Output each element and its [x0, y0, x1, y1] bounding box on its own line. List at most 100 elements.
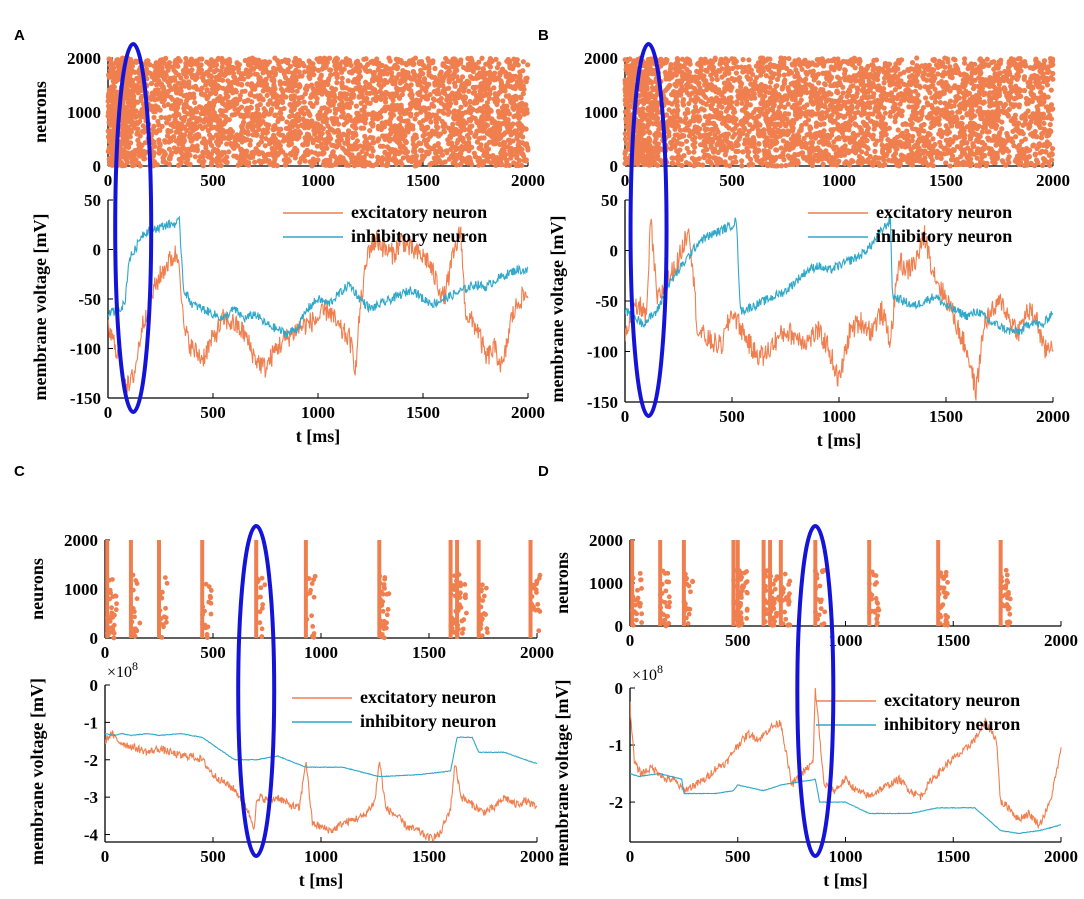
spike-dot	[326, 76, 332, 82]
spike-dot	[390, 147, 396, 153]
spike-dot	[279, 99, 286, 106]
spike-dot	[480, 83, 486, 90]
spike-dot	[236, 106, 242, 112]
spike-dot	[396, 103, 402, 110]
raster-y-label-A: neurons	[30, 81, 50, 143]
spike-dot	[483, 144, 489, 150]
spike-dot	[432, 82, 438, 88]
spike-dot	[203, 82, 209, 88]
spike-dot	[233, 100, 240, 107]
spike-dot	[329, 142, 335, 148]
spike-dot	[198, 111, 204, 117]
spike-dot	[492, 75, 498, 81]
spike-dot	[149, 90, 155, 96]
spike-dot	[466, 135, 472, 141]
spike-dot	[285, 69, 292, 75]
spike-dot	[432, 157, 438, 163]
spike-dot	[105, 98, 111, 104]
spike-dot	[345, 138, 351, 144]
spike-dot	[162, 139, 168, 145]
spike-dot	[387, 58, 393, 64]
spike-dot	[397, 136, 403, 142]
spike-dot	[424, 84, 430, 90]
spike-dot	[523, 109, 529, 115]
spike-dot	[135, 90, 141, 96]
spike-dot	[254, 113, 260, 120]
spike-dot	[244, 153, 250, 159]
spike-dot	[214, 159, 220, 165]
spike-dot	[441, 121, 448, 127]
spike-dot	[453, 144, 459, 150]
y-tick-label: 2000	[67, 49, 101, 68]
spike-dot	[250, 111, 256, 118]
spike-dot	[363, 151, 370, 157]
spike-dot	[274, 93, 280, 99]
spike-dot	[326, 135, 333, 141]
spike-dot	[236, 61, 243, 68]
spike-dot	[518, 85, 525, 92]
spike-dots	[622, 55, 1056, 169]
spike-dot	[248, 105, 254, 111]
spike-dot	[370, 139, 376, 145]
spike-dot	[220, 77, 226, 83]
spike-dot	[161, 149, 167, 155]
spike-dot	[107, 122, 114, 128]
spike-dot	[147, 62, 153, 68]
spike-dot	[277, 81, 284, 87]
spike-dot	[192, 154, 198, 160]
spike-dot	[263, 130, 269, 136]
spike-dot	[417, 147, 424, 154]
spike-dot	[293, 77, 299, 83]
spike-dot	[369, 145, 375, 151]
spike-dot	[368, 84, 374, 90]
spike-dot	[137, 163, 143, 169]
spike-dot	[393, 85, 400, 91]
spike-dot	[394, 66, 400, 72]
spike-dot	[465, 55, 471, 62]
spike-dot	[507, 96, 513, 102]
spike-dot	[331, 129, 338, 135]
spike-dot	[352, 121, 358, 127]
spike-dot	[229, 142, 235, 148]
spike-dot	[202, 124, 208, 130]
spike-dot	[168, 94, 174, 100]
spike-dot	[186, 152, 192, 158]
panel-letter-A: A	[14, 27, 25, 44]
spike-dot	[226, 117, 232, 123]
spike-dot	[380, 156, 387, 162]
spike-dot	[292, 134, 298, 140]
spike-dot	[746, 57, 752, 63]
spike-dot	[160, 159, 166, 165]
spike-dot	[375, 115, 381, 121]
spike-dot	[330, 89, 337, 95]
spike-dot	[200, 91, 206, 97]
spike-dot	[420, 105, 426, 111]
spike-dot	[136, 153, 143, 159]
spike-dot	[363, 79, 369, 85]
spike-dot	[249, 126, 256, 132]
spike-dot	[277, 132, 283, 138]
spike-dot	[108, 68, 115, 75]
excitatory-trace	[108, 226, 529, 394]
spike-dot	[263, 62, 269, 69]
spike-dot	[767, 79, 774, 85]
spike-dot	[280, 92, 286, 98]
spike-dot	[353, 116, 359, 122]
spike-dot	[129, 69, 135, 75]
spike-dot	[231, 88, 237, 94]
spike-dot	[203, 149, 209, 156]
spike-dot	[331, 99, 337, 105]
spike-dot	[117, 58, 123, 64]
spike-dot	[497, 127, 503, 133]
spike-dot	[226, 136, 232, 142]
spike-dot	[370, 60, 377, 66]
spike-dot	[166, 146, 172, 152]
spike-dot	[493, 159, 499, 165]
spike-dot	[324, 162, 331, 168]
spike-dot	[377, 71, 383, 77]
spike-dot	[436, 98, 443, 104]
spike-dot	[171, 75, 177, 82]
spike-dot	[265, 101, 271, 107]
spike-dot	[435, 124, 441, 131]
spike-dot	[238, 72, 245, 78]
